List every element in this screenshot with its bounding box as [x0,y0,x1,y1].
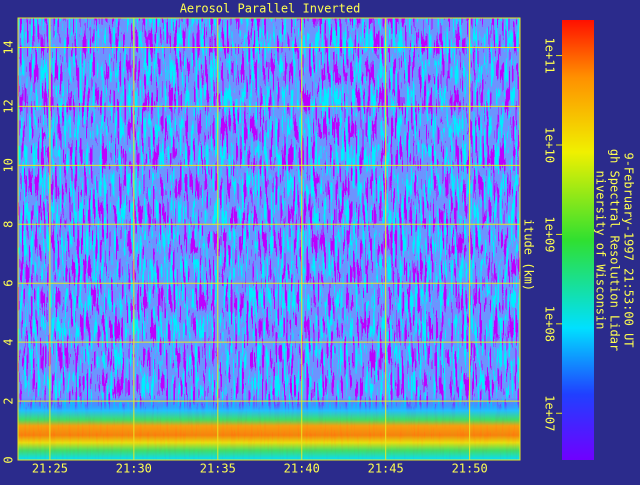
x-tick-label: 21:40 [284,462,320,476]
colorbar-tick-label: 1e+09 [543,216,557,252]
y-tick-label: 14 [2,40,16,54]
annotation: 9-February-1997 21:53:00 UT [622,152,636,347]
x-tick-label: 21:30 [116,462,152,476]
chart-title: Aerosol Parallel Inverted [180,2,361,16]
annotation: niversity of Wisconsin [594,171,608,330]
colorbar-tick-label: 1e+07 [543,395,557,431]
plot-frame [17,17,521,461]
x-tick-label: 21:25 [32,462,68,476]
backscatter-field [18,18,520,460]
y-tick-label: 12 [2,99,16,113]
x-tick-label: 21:45 [368,462,404,476]
aerosol-layer [18,398,520,460]
x-tick-label: 21:50 [452,462,488,476]
annotation: gh Spectral Resolution Lidar [608,149,622,351]
y-tick-label: 8 [2,221,16,228]
colorbar-tick-label: 1e+11 [543,38,557,74]
y-tick-label: 2 [2,397,16,404]
y-tick-label: 10 [2,158,16,172]
y-tick-label: 0 [2,456,16,463]
colorbar-tick-label: 1e+10 [543,127,557,163]
y-axis-label: itude (km) [522,219,536,291]
x-tick-label: 21:35 [200,462,236,476]
y-tick-label: 4 [2,339,16,346]
colorbar [562,20,594,460]
colorbar-tick-label: 1e+08 [543,306,557,342]
y-tick-label: 6 [2,280,16,287]
